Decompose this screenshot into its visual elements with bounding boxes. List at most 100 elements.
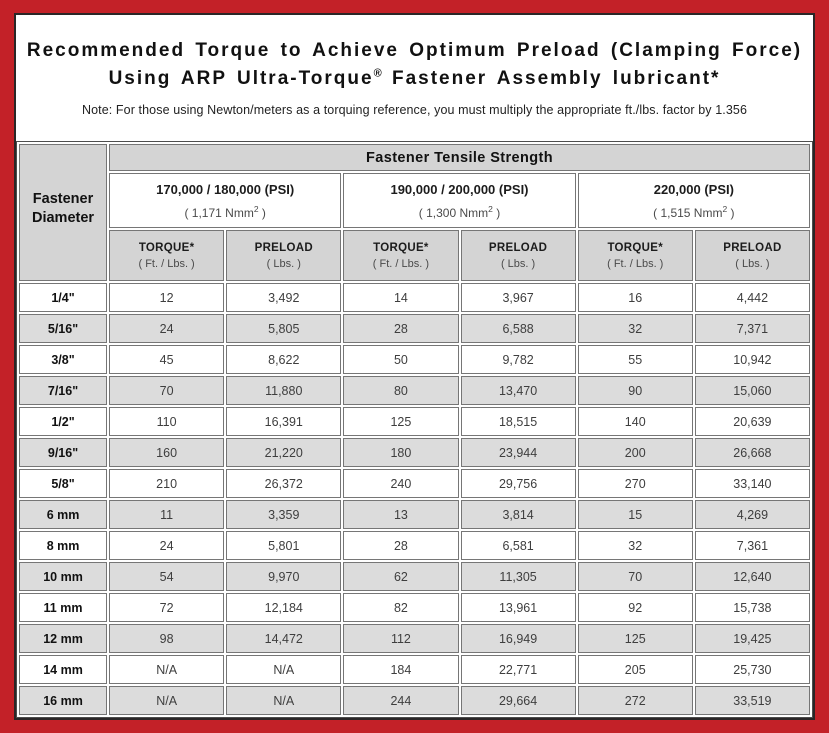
value-cell: 13 <box>343 500 459 529</box>
value-cell: 82 <box>343 593 459 622</box>
value-cell: 33,140 <box>694 469 810 498</box>
diameter-cell: 7/16" <box>19 376 108 405</box>
strength-group-header-170-180: 170,000 / 180,000 (PSI) ( 1,171 Nmm2 ) <box>109 173 342 228</box>
value-cell: 125 <box>577 624 693 653</box>
value-cell: 7,371 <box>694 314 810 343</box>
value-cell: 24 <box>109 314 225 343</box>
value-cell: 5,801 <box>226 531 342 560</box>
value-cell: 23,944 <box>460 438 576 467</box>
value-cell: 11,305 <box>460 562 576 591</box>
diameter-cell: 1/4" <box>19 283 108 312</box>
value-cell: 11,880 <box>226 376 342 405</box>
value-cell: 10,942 <box>694 345 810 374</box>
value-cell: 21,220 <box>226 438 342 467</box>
table-row: 10 mm 54 9,970 62 11,305 70 12,640 <box>19 562 810 591</box>
value-cell: 72 <box>109 593 225 622</box>
value-cell: 9,970 <box>226 562 342 591</box>
content-panel: Recommended Torque to Achieve Optimum Pr… <box>14 13 815 720</box>
diameter-cell: 16 mm <box>19 686 108 715</box>
value-cell: 22,771 <box>460 655 576 684</box>
diameter-cell: 12 mm <box>19 624 108 653</box>
value-cell: 12,184 <box>226 593 342 622</box>
torque-table-container: Fastener Diameter Fastener Tensile Stren… <box>16 141 813 718</box>
value-cell: N/A <box>226 686 342 715</box>
value-cell: 90 <box>577 376 693 405</box>
value-cell: N/A <box>109 655 225 684</box>
psi-label: 170,000 / 180,000 (PSI) <box>156 181 295 197</box>
table-row: 16 mm N/A N/A 244 29,664 272 33,519 <box>19 686 810 715</box>
diameter-cell: 11 mm <box>19 593 108 622</box>
nmm-label: ( 1,300 Nmm2 ) <box>418 203 501 220</box>
value-cell: 12,640 <box>694 562 810 591</box>
value-cell: 12 <box>109 283 225 312</box>
value-cell: 4,442 <box>694 283 810 312</box>
title-line-2-text: Using ARP Ultra-Torque <box>108 67 374 89</box>
value-cell: 112 <box>343 624 459 653</box>
value-cell: 24 <box>109 531 225 560</box>
value-cell: 16,391 <box>226 407 342 436</box>
value-cell: 5,805 <box>226 314 342 343</box>
value-cell: 92 <box>577 593 693 622</box>
diameter-cell: 6 mm <box>19 500 108 529</box>
torque-table: Fastener Diameter Fastener Tensile Stren… <box>16 141 813 718</box>
tensile-strength-header: Fastener Tensile Strength <box>109 144 810 171</box>
value-cell: 125 <box>343 407 459 436</box>
value-cell: 26,668 <box>694 438 810 467</box>
value-cell: 50 <box>343 345 459 374</box>
value-cell: 110 <box>109 407 225 436</box>
table-row: 1/4" 12 3,492 14 3,967 16 4,442 <box>19 283 810 312</box>
table-row: 1/2" 110 16,391 125 18,515 140 20,639 <box>19 407 810 436</box>
table-row: 5/8" 210 26,372 240 29,756 270 33,140 <box>19 469 810 498</box>
value-cell: 26,372 <box>226 469 342 498</box>
value-cell: 28 <box>343 531 459 560</box>
registered-trademark-symbol: ® <box>373 67 382 80</box>
table-row: 7/16" 70 11,880 80 13,470 90 15,060 <box>19 376 810 405</box>
value-cell: 244 <box>343 686 459 715</box>
strength-group-header-220: 220,000 (PSI) ( 1,515 Nmm2 ) <box>577 173 810 228</box>
value-cell: 240 <box>343 469 459 498</box>
value-cell: 8,622 <box>226 345 342 374</box>
value-cell: 13,470 <box>460 376 576 405</box>
value-cell: 18,515 <box>460 407 576 436</box>
value-cell: 180 <box>343 438 459 467</box>
value-cell: 20,639 <box>694 407 810 436</box>
table-row: 9/16" 160 21,220 180 23,944 200 26,668 <box>19 438 810 467</box>
diameter-cell: 3/8" <box>19 345 108 374</box>
value-cell: 272 <box>577 686 693 715</box>
value-cell: 80 <box>343 376 459 405</box>
value-cell: 14,472 <box>226 624 342 653</box>
torque-column-header-2: TORQUE* ( Ft. / Lbs. ) <box>343 230 459 281</box>
corner-header-line-2: Diameter <box>31 209 95 226</box>
table-row: 8 mm 24 5,801 28 6,581 32 7,361 <box>19 531 810 560</box>
value-cell: 270 <box>577 469 693 498</box>
value-cell: 98 <box>109 624 225 653</box>
diameter-cell: 5/16" <box>19 314 108 343</box>
table-row: 6 mm 11 3,359 13 3,814 15 4,269 <box>19 500 810 529</box>
strength-group-header-190-200: 190,000 / 200,000 (PSI) ( 1,300 Nmm2 ) <box>343 173 576 228</box>
torque-column-header-1: TORQUE* ( Ft. / Lbs. ) <box>109 230 225 281</box>
psi-label: 220,000 (PSI) <box>653 181 734 197</box>
value-cell: 32 <box>577 314 693 343</box>
value-cell: 62 <box>343 562 459 591</box>
value-cell: 28 <box>343 314 459 343</box>
value-cell: 4,269 <box>694 500 810 529</box>
preload-column-header-1: PRELOAD ( Lbs. ) <box>226 230 342 281</box>
value-cell: 70 <box>577 562 693 591</box>
value-cell: 25,730 <box>694 655 810 684</box>
value-cell: N/A <box>109 686 225 715</box>
diameter-cell: 14 mm <box>19 655 108 684</box>
preload-column-header-2: PRELOAD ( Lbs. ) <box>460 230 576 281</box>
value-cell: 16 <box>577 283 693 312</box>
value-cell: 15,738 <box>694 593 810 622</box>
value-cell: 3,492 <box>226 283 342 312</box>
value-cell: 160 <box>109 438 225 467</box>
title-line-1: Recommended Torque to Achieve Optimum Pr… <box>26 40 803 61</box>
corner-header-fastener-diameter: Fastener Diameter <box>19 144 108 281</box>
torque-column-header-3: TORQUE* ( Ft. / Lbs. ) <box>577 230 693 281</box>
nmm-label: ( 1,171 Nmm2 ) <box>184 203 266 220</box>
value-cell: 3,967 <box>460 283 576 312</box>
table-row: 3/8" 45 8,622 50 9,782 55 10,942 <box>19 345 810 374</box>
value-cell: 15,060 <box>694 376 810 405</box>
value-cell: N/A <box>226 655 342 684</box>
title-line-2-suffix: Fastener Assembly lubricant* <box>381 67 721 89</box>
